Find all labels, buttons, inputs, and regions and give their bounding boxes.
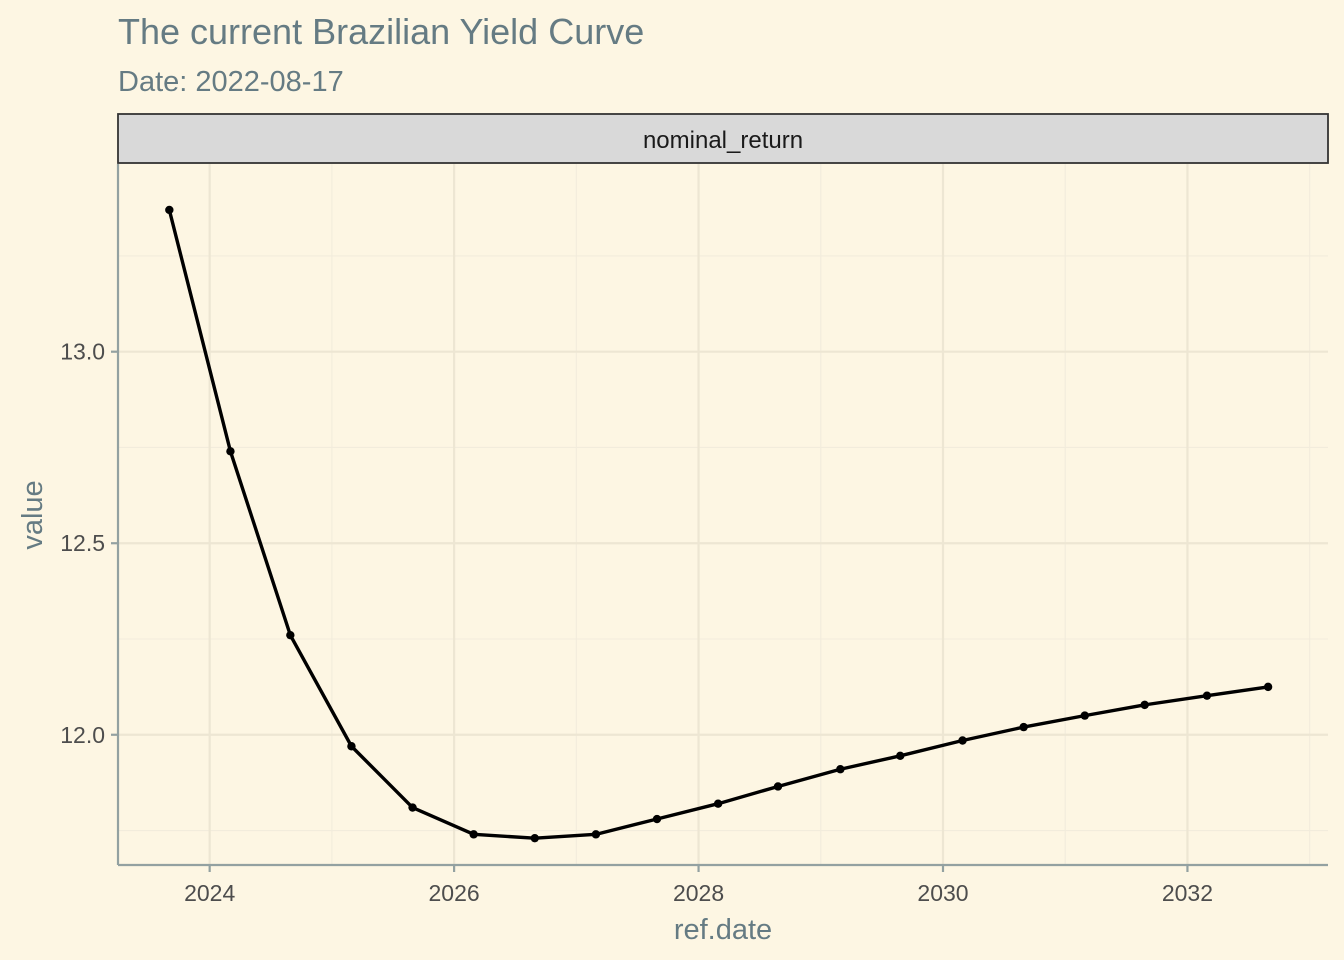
y-tick-label: 12.0 bbox=[60, 722, 105, 748]
data-point bbox=[1019, 722, 1028, 732]
data-point bbox=[1140, 700, 1149, 710]
x-axis-ticks: 2024 2026 2028 2030 2032 bbox=[184, 865, 1213, 906]
facet-strip-label: nominal_return bbox=[643, 127, 803, 154]
chart-title: The current Brazilian Yield Curve bbox=[118, 11, 644, 52]
data-point bbox=[652, 814, 662, 824]
data-point bbox=[896, 751, 905, 761]
data-point bbox=[469, 830, 478, 839]
chart-subtitle: Date: 2022-08-17 bbox=[118, 66, 344, 98]
y-tick-label: 12.5 bbox=[60, 530, 105, 556]
data-point bbox=[773, 782, 783, 791]
data-point bbox=[958, 736, 967, 745]
x-tick-label: 2028 bbox=[673, 880, 724, 906]
x-tick-label: 2026 bbox=[429, 880, 480, 906]
data-point bbox=[165, 205, 174, 215]
data-point bbox=[408, 803, 417, 812]
data-point bbox=[286, 630, 295, 640]
y-axis-title: value bbox=[17, 480, 49, 549]
data-point bbox=[836, 765, 845, 774]
data-point bbox=[713, 799, 723, 808]
major-gridlines bbox=[118, 164, 1328, 865]
y-axis-ticks: 12.0 12.5 13.0 bbox=[60, 339, 118, 748]
facet-strip: nominal_return bbox=[117, 113, 1329, 164]
x-tick-label: 2030 bbox=[917, 880, 968, 906]
plot-panel bbox=[116, 164, 1328, 867]
panel-background bbox=[118, 164, 1328, 865]
data-point bbox=[1263, 682, 1273, 692]
data-point bbox=[1202, 691, 1212, 700]
facet-strip-background bbox=[117, 113, 1329, 164]
data-points bbox=[165, 205, 1273, 843]
x-axis-title: ref.date bbox=[674, 914, 772, 946]
y-tick-label: 13.0 bbox=[60, 339, 105, 365]
data-point bbox=[530, 833, 539, 843]
minor-gridlines bbox=[118, 164, 1328, 865]
data-point bbox=[1080, 711, 1089, 720]
data-point bbox=[347, 742, 356, 751]
data-point bbox=[591, 830, 601, 839]
x-tick-label: 2024 bbox=[184, 880, 235, 906]
data-point bbox=[226, 447, 235, 456]
x-tick-label: 2032 bbox=[1162, 880, 1213, 906]
